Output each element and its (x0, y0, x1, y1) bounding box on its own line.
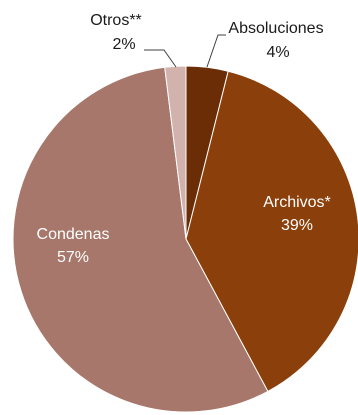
slice-value-condenas: 57% (57, 249, 89, 266)
slice-label-otros: Otros** (90, 12, 142, 29)
slice-label-absoluciones: Absoluciones (228, 20, 323, 37)
slice-label-condenas: Condenas (37, 226, 110, 243)
slice-value-absoluciones: 4% (266, 44, 289, 61)
pie-slices (12, 65, 358, 413)
pie-slice-condenas (12, 66, 269, 413)
leader-line-otros (144, 49, 177, 68)
slice-label-archivos: Archivos* (263, 194, 331, 211)
slice-value-archivos: 39% (281, 217, 313, 234)
leader-line-absoluciones (206, 34, 226, 68)
slice-value-otros: 2% (112, 36, 135, 53)
